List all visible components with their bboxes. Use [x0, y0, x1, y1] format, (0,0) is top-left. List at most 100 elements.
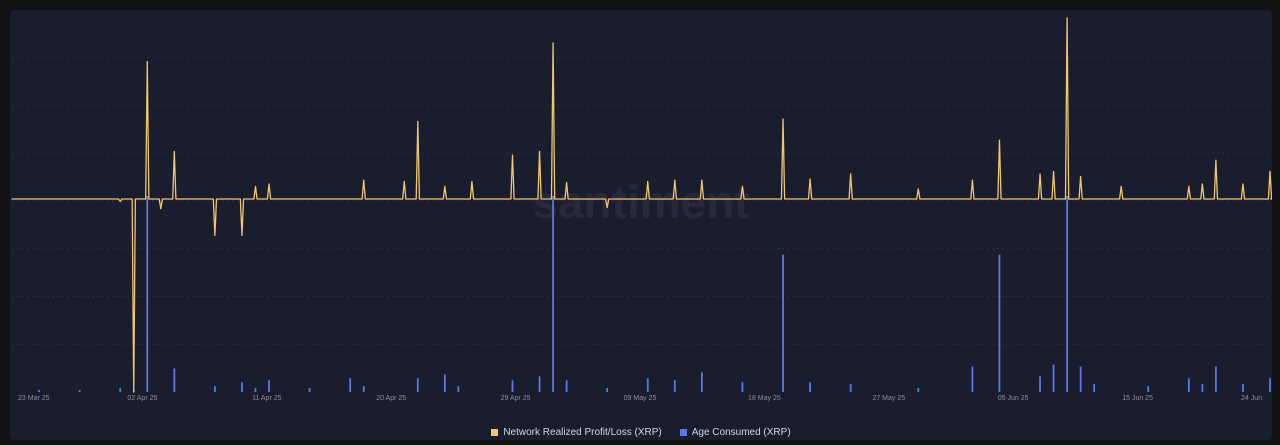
bar-age-consumed: [308, 388, 311, 392]
x-tick-label: 18 May 25: [748, 395, 781, 402]
point-profit-loss: [538, 150, 541, 153]
point-profit-loss: [254, 185, 257, 188]
bar-age-consumed: [119, 388, 122, 392]
x-tick-label: 29 Apr 25: [501, 395, 531, 402]
bar-age-consumed: [1147, 386, 1150, 392]
x-tick-label: 09 May 25: [624, 395, 657, 402]
legend-item-profit-loss[interactable]: Network Realized Profit/Loss (XRP): [491, 427, 662, 438]
point-profit-loss: [674, 179, 676, 181]
bar-age-consumed: [1201, 384, 1204, 392]
point-profit-loss: [606, 206, 608, 209]
bar-age-consumed: [268, 380, 270, 392]
bar-age-consumed: [511, 380, 514, 392]
legend-label-profit-loss: Network Realized Profit/Loss (XRP): [503, 427, 662, 438]
point-profit-loss: [511, 154, 514, 156]
point-profit-loss: [1052, 170, 1055, 173]
point-profit-loss: [160, 208, 162, 210]
point-profit-loss: [1066, 17, 1068, 19]
x-tick-label: 11 Apr 25: [252, 395, 282, 402]
x-tick-label: 27 May 25: [872, 395, 905, 402]
bar-age-consumed: [917, 388, 920, 392]
point-profit-loss: [471, 180, 473, 183]
bar-age-consumed: [349, 378, 352, 392]
point-profit-loss: [146, 61, 148, 63]
bar-age-consumed: [1269, 378, 1271, 392]
point-profit-loss: [1242, 183, 1244, 185]
x-tick-label: 15 Jun 25: [1122, 395, 1153, 402]
bar-age-consumed: [241, 382, 243, 392]
point-profit-loss: [268, 183, 270, 185]
point-profit-loss: [809, 178, 811, 180]
point-profit-loss: [566, 182, 568, 184]
legend: Network Realized Profit/Loss (XRP) Age C…: [10, 427, 1272, 438]
point-profit-loss: [647, 180, 649, 183]
bar-age-consumed: [606, 388, 609, 392]
bar-age-consumed: [849, 384, 852, 392]
bar-age-consumed: [673, 380, 676, 392]
bar-age-consumed: [552, 196, 554, 392]
point-profit-loss: [173, 150, 175, 153]
point-profit-loss: [1080, 175, 1082, 178]
bar-age-consumed: [254, 388, 257, 392]
point-profit-loss: [363, 179, 365, 181]
point-profit-loss: [1215, 159, 1217, 161]
bar-age-consumed: [214, 386, 216, 392]
bar-age-consumed: [1093, 384, 1096, 392]
bar-age-consumed: [173, 368, 176, 392]
bar-age-consumed: [362, 386, 365, 392]
point-profit-loss: [417, 121, 419, 123]
bar-age-consumed: [565, 380, 568, 392]
point-profit-loss: [403, 180, 405, 183]
bar-age-consumed: [1052, 364, 1055, 392]
point-profit-loss: [1039, 173, 1041, 175]
bar-age-consumed: [1079, 366, 1082, 392]
bar-age-consumed: [1187, 378, 1190, 392]
bar-age-consumed: [700, 372, 703, 392]
point-profit-loss: [1269, 170, 1271, 173]
point-profit-loss: [119, 200, 121, 203]
point-profit-loss: [11, 198, 13, 200]
legend-swatch-age-consumed: [679, 429, 687, 436]
point-profit-loss: [1201, 183, 1203, 185]
point-profit-loss: [741, 185, 744, 188]
point-profit-loss: [917, 188, 919, 190]
x-tick-label: 23 Mar 25: [18, 395, 50, 402]
point-profit-loss: [1188, 185, 1190, 188]
chart-svg: santiment 23 Mar 25 02 Apr 25 11 Apr 25 20 A…: [11, 17, 1272, 402]
bar-age-consumed: [1214, 366, 1217, 392]
point-profit-loss: [241, 234, 243, 236]
bar-age-consumed: [782, 254, 784, 392]
point-profit-loss: [998, 139, 1001, 141]
bar-age-consumed: [809, 382, 811, 392]
bar-age-consumed: [457, 386, 460, 392]
legend-swatch-profit-loss: [491, 429, 499, 436]
bar-age-consumed: [38, 390, 40, 392]
point-profit-loss: [1120, 185, 1122, 188]
bar-age-consumed: [78, 390, 81, 392]
legend-item-age-consumed[interactable]: Age Consumed (XRP): [679, 427, 791, 438]
bar-age-consumed: [1066, 196, 1068, 392]
x-tick-label: 20 Apr 25: [376, 395, 406, 402]
bar-age-consumed: [741, 382, 744, 392]
line-profit-loss: [12, 17, 1272, 393]
x-tick-label: 05 Jun 25: [998, 395, 1029, 402]
x-tick-label: 02 Apr 25: [127, 395, 157, 402]
point-profit-loss: [133, 391, 135, 393]
point-profit-loss: [971, 179, 974, 181]
chart-panel: santiment 23 Mar 25 02 Apr 25 11 Apr 25 20 A…: [10, 10, 1272, 440]
x-tick-label: 24 Jun: [1241, 395, 1262, 402]
bar-age-consumed: [646, 378, 649, 392]
bar-age-consumed: [538, 376, 541, 392]
point-profit-loss: [850, 173, 852, 175]
legend-label-age-consumed: Age Consumed (XRP): [691, 427, 791, 438]
point-profit-loss: [214, 234, 216, 236]
point-profit-loss: [444, 185, 446, 188]
bar-age-consumed: [1039, 376, 1041, 392]
point-profit-loss: [701, 179, 703, 181]
bar-age-consumed: [416, 378, 419, 392]
bar-age-consumed: [998, 254, 1001, 392]
bar-age-consumed: [1242, 384, 1244, 392]
bar-age-consumed: [971, 366, 974, 392]
point-profit-loss: [552, 42, 554, 44]
bar-age-consumed: [146, 196, 149, 392]
